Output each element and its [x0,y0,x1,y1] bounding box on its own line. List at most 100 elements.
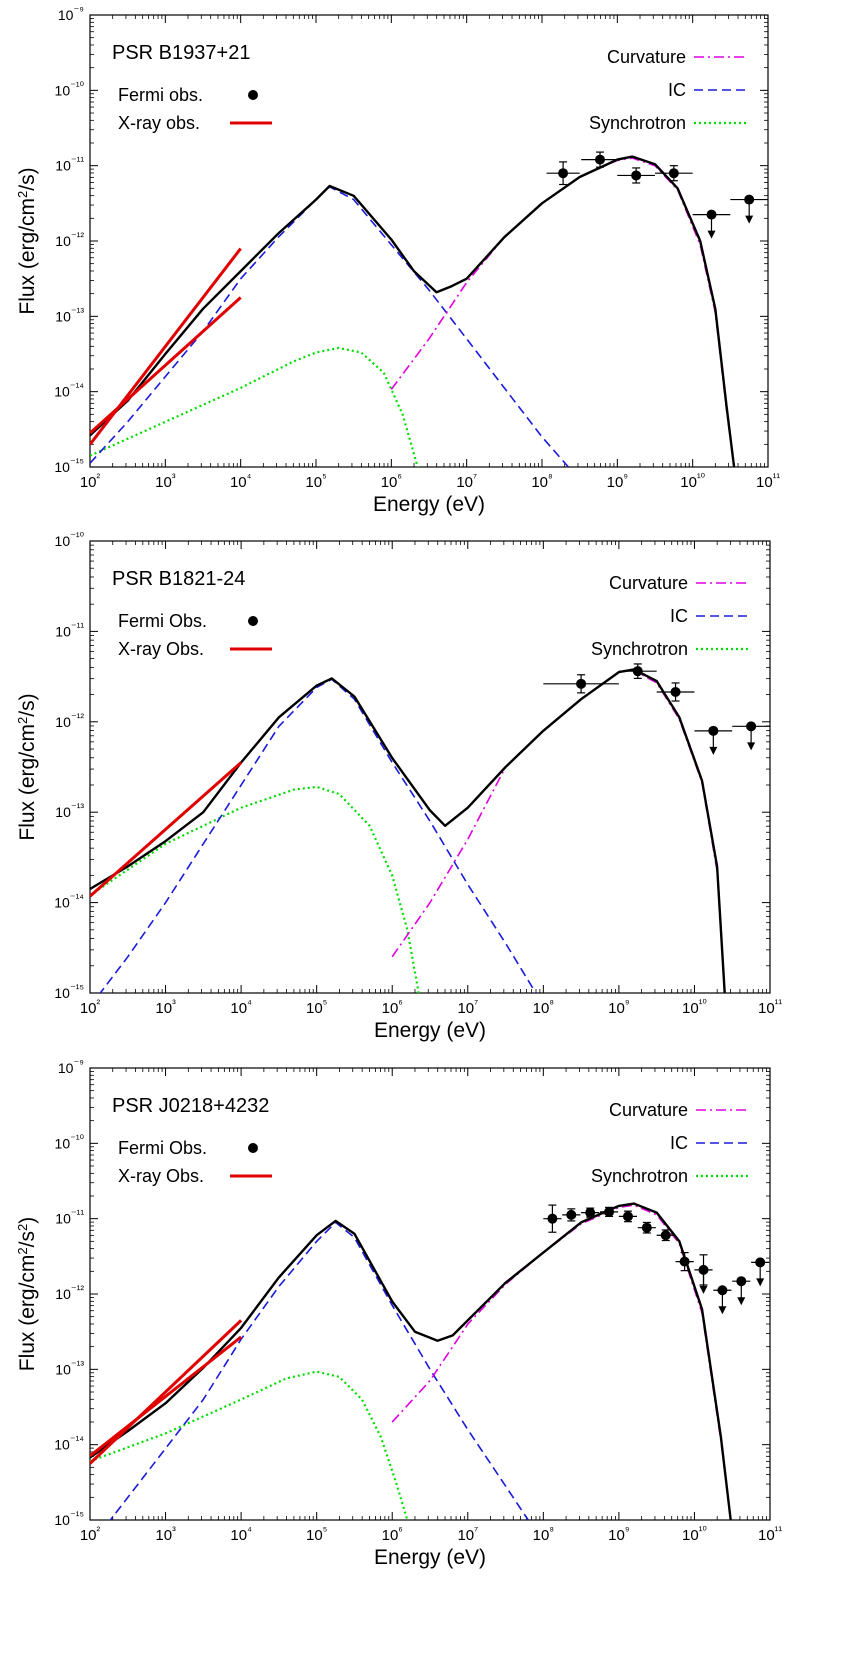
fermi-point [732,1276,751,1306]
series-curvature-line [390,157,735,467]
series-total-line [90,1202,732,1520]
legend-xray-label: X-ray obs. [118,113,200,133]
fermi-point [581,151,619,168]
fermi-point [562,1208,581,1222]
fermi-point [600,1206,619,1218]
fermi-point [694,1254,713,1294]
y-tick-label: 10⁻¹² [55,1284,84,1302]
legend-sync-label: Synchrotron [591,1166,688,1186]
y-tick-label: 10⁻¹¹ [55,1209,84,1227]
x-tick-label: 10⁶ [382,1525,403,1544]
y-axis-label: Flux (erg/cm2/s) [15,693,40,840]
fermi-point [618,1210,638,1223]
legend-sync-label: Synchrotron [589,113,686,133]
x-tick-label: 10⁴ [230,998,252,1017]
series-xray-line [90,1319,243,1465]
y-tick-label: 10⁻¹⁵ [54,457,84,475]
series-total-line [90,155,736,467]
x-tick-label: 10¹¹ [756,472,780,491]
x-tick-label: 10⁶ [382,998,403,1017]
fermi-point [694,725,733,755]
x-axis-label: Energy (eV) [374,1546,486,1569]
legend-fermi-marker [248,616,258,626]
x-tick-label: 10⁹ [608,1525,629,1544]
x-tick-label: 10² [80,472,101,491]
x-tick-label: 10⁷ [457,1525,478,1544]
x-tick-label: 10⁴ [230,472,252,491]
x-tick-label: 10¹¹ [758,998,782,1017]
y-tick-label: 10⁻¹⁰ [55,531,85,549]
y-tick-label: 10⁻¹⁰ [55,1133,85,1151]
y-tick-label: 10⁻⁹ [58,1058,84,1076]
chart-3: 10² 10³ 10⁴ 10⁵ 10⁶ 10⁷ 10⁸ 10⁹ 10¹⁰ 10¹¹ 10⁻¹⁵ 10⁻… [15,1058,783,1569]
x-tick-label: 10⁸ [531,472,552,491]
series-ic-line [90,186,570,467]
y-tick-label: 10⁻¹⁴ [54,382,84,400]
x-tick-label: 10⁴ [230,1525,252,1544]
x-tick-label: 10⁵ [306,1525,327,1544]
fermi-point [713,1285,732,1315]
legend-fermi-marker [248,90,258,100]
x-axis-label: Energy (eV) [374,1019,486,1042]
fermi-point [655,165,693,182]
y-axis-label: Flux (erg/cm2/s) [15,167,40,314]
x-tick-label: 10⁸ [533,1525,554,1544]
x-tick-label: 10² [80,998,101,1017]
x-tick-label: 10⁵ [306,998,327,1017]
y-tick-label: 10⁻¹¹ [55,156,84,174]
x-tick-label: 10⁹ [607,472,628,491]
source-name: PSR B1821-24 [112,568,245,590]
fermi-point [732,721,770,751]
series-xray-line [90,247,242,446]
x-tick-label: 10³ [155,998,176,1017]
x-tick-label: 10¹⁰ [680,472,705,491]
source-name: PSR B1937+21 [112,42,250,64]
fermi-point [546,161,580,186]
series-sync-line [90,785,420,993]
x-tick-label: 10⁶ [381,472,402,491]
fermi-point [618,663,657,680]
x-tick-label: 10¹⁰ [682,1525,707,1544]
fermi-point [543,674,619,694]
fermi-point [675,1251,694,1272]
legend-sync-label: Synchrotron [591,639,688,659]
legend-ic-label: IC [668,80,686,100]
x-tick-label: 10² [80,1525,101,1544]
x-tick-label: 10¹⁰ [682,998,707,1017]
y-tick-label: 10⁻¹¹ [55,621,84,639]
legend-fermi-label: Fermi Obs. [118,1138,207,1158]
y-tick-label: 10⁻⁹ [58,5,84,23]
legend-fermi-label: Fermi Obs. [118,611,207,631]
series-xray-line [90,1335,243,1458]
chart-2: 10² 10³ 10⁴ 10⁵ 10⁶ 10⁷ 10⁸ 10⁹ 10¹⁰ 10¹¹ 10⁻¹⁵ 10⁻… [15,531,783,1042]
legend-xray-label: X-ray Obs. [118,639,204,659]
series-sync-line [90,346,419,467]
fermi-point [637,1221,656,1234]
series-curvature-line [391,1204,732,1520]
fermi-point [751,1257,770,1287]
y-tick-label: 10⁻¹⁴ [54,1435,84,1453]
plot-frame [89,540,771,994]
x-tick-label: 10¹¹ [758,1525,782,1544]
x-tick-label: 10⁷ [456,472,477,491]
x-tick-label: 10³ [155,472,176,491]
legend-ic-label: IC [670,1133,688,1153]
y-tick-label: 10⁻¹² [55,712,84,730]
series-xray-line [90,296,242,435]
y-axis-label: Flux (erg/cm2/s2) [15,1217,40,1372]
legend-ic-label: IC [670,606,688,626]
y-tick-label: 10⁻¹³ [55,802,84,820]
plot-frame [89,1067,771,1521]
fermi-point [617,167,655,184]
x-tick-label: 10⁹ [608,998,629,1017]
y-tick-label: 10⁻¹³ [55,306,84,324]
x-axis-label: Energy (eV) [373,493,485,516]
x-tick-label: 10⁸ [533,998,554,1017]
fermi-point [581,1207,600,1218]
y-tick-label: 10⁻¹³ [55,1359,84,1377]
fermi-point [543,1204,562,1233]
fermi-point [656,1229,675,1242]
series-ic-line [99,678,537,993]
fermi-point [692,209,731,239]
